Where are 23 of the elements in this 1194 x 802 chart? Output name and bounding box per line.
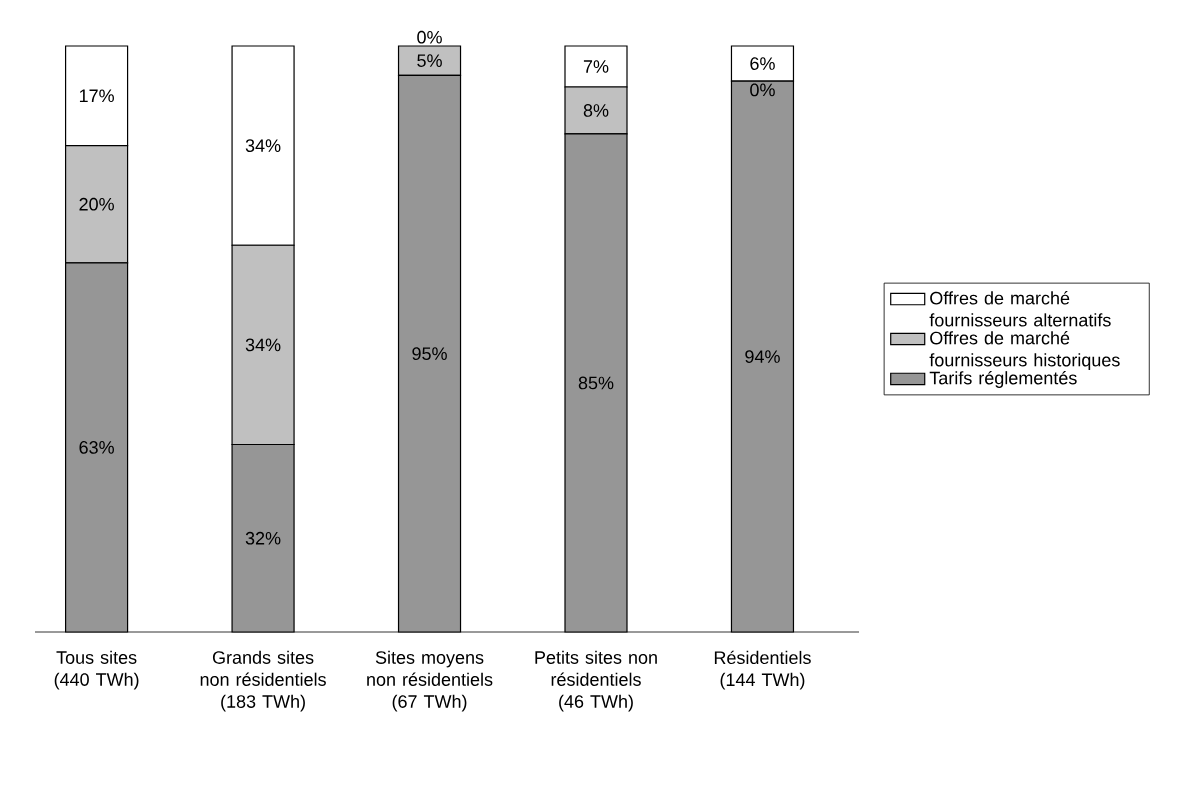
data-label: 0% bbox=[417, 30, 442, 44]
data-label: 6% bbox=[750, 57, 775, 70]
data-label: 85% bbox=[578, 376, 614, 390]
data-label: 95% bbox=[412, 347, 447, 361]
x-tick-label: Petits sites non résidentiels (46 TWh) bbox=[535, 650, 657, 712]
data-label: 17% bbox=[79, 89, 114, 103]
data-label: 8% bbox=[583, 104, 609, 117]
data-label: 7% bbox=[583, 60, 609, 73]
data-label: 34% bbox=[245, 338, 281, 352]
legend-label: Offres de marché fournisseurs historiques bbox=[929, 331, 1120, 371]
data-label: 63% bbox=[79, 441, 114, 454]
data-label: 94% bbox=[745, 350, 780, 363]
data-label: 5% bbox=[417, 54, 442, 67]
data-label: 34% bbox=[245, 139, 281, 152]
x-tick-label: Grands sites non résidentiels (183 TWh) bbox=[200, 650, 326, 712]
x-tick-label: Sites moyens non résidentiels (67 TWh) bbox=[367, 650, 493, 712]
legend-label: Tarifs réglementés bbox=[929, 370, 1077, 388]
data-label: 0% bbox=[750, 83, 775, 97]
data-label: 32% bbox=[245, 531, 281, 545]
data-label: 20% bbox=[79, 197, 114, 211]
x-tick-label: Résidentiels (144 TWh) bbox=[714, 650, 811, 690]
x-tick-label: Tous sites (440 TWh) bbox=[54, 650, 139, 690]
legend-label: Offres de marché fournisseurs alternatifs bbox=[929, 291, 1111, 327]
